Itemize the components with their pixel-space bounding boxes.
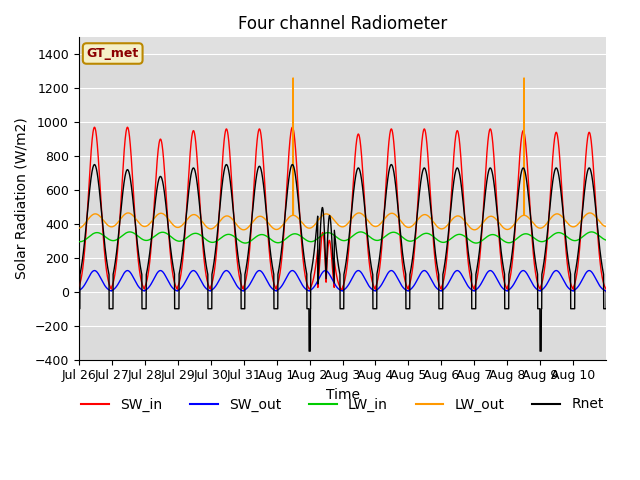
Line: Rnet: Rnet xyxy=(79,165,606,351)
LW_in xyxy=(602,237,610,243)
SW_out xyxy=(457,270,465,276)
LW_in xyxy=(410,237,418,243)
SW_in xyxy=(602,289,610,295)
LW_in xyxy=(241,240,249,246)
LW_in xyxy=(75,239,83,244)
Rnet xyxy=(75,306,83,312)
SW_out xyxy=(602,289,610,295)
Bar xyxy=(79,258,606,292)
LW_in xyxy=(183,235,191,240)
Line: SW_out: SW_out xyxy=(79,271,606,292)
LW_in xyxy=(457,231,465,237)
LW_out xyxy=(289,75,297,81)
Rnet xyxy=(457,178,465,184)
LW_out xyxy=(490,215,498,220)
SW_in xyxy=(596,264,604,269)
LW_out xyxy=(597,220,605,226)
SW_out xyxy=(183,276,191,282)
Rnet xyxy=(490,183,498,189)
SW_out xyxy=(522,269,530,275)
SW_in xyxy=(490,158,498,164)
SW_out xyxy=(75,288,83,293)
Line: SW_in: SW_in xyxy=(79,127,606,292)
Text: GT_met: GT_met xyxy=(86,47,139,60)
Legend: SW_in, SW_out, LW_in, LW_out, Rnet: SW_in, SW_out, LW_in, LW_out, Rnet xyxy=(76,392,609,417)
LW_out xyxy=(75,225,83,231)
SW_in xyxy=(457,150,465,156)
LW_in xyxy=(490,232,498,238)
Rnet xyxy=(597,254,605,260)
Y-axis label: Solar Radiation (W/m2): Solar Radiation (W/m2) xyxy=(15,118,29,279)
SW_in xyxy=(522,143,530,148)
SW_out xyxy=(410,283,418,288)
Line: LW_out: LW_out xyxy=(79,78,606,230)
LW_out xyxy=(522,213,530,219)
Rnet xyxy=(602,289,610,295)
LW_in xyxy=(597,234,605,240)
Rnet xyxy=(305,348,313,354)
SW_out xyxy=(596,284,604,290)
Rnet xyxy=(91,162,99,168)
LW_out xyxy=(457,214,465,220)
Line: LW_in: LW_in xyxy=(79,232,606,243)
Bar xyxy=(79,190,606,224)
LW_out xyxy=(240,227,248,233)
SW_out xyxy=(91,268,99,274)
Bar xyxy=(79,122,606,156)
Bar xyxy=(79,54,606,88)
LW_in xyxy=(522,231,530,237)
LW_out xyxy=(410,221,418,227)
Rnet xyxy=(522,174,530,180)
LW_in xyxy=(126,229,134,235)
SW_in xyxy=(75,284,83,290)
SW_out xyxy=(490,271,498,277)
LW_out xyxy=(183,217,191,223)
Title: Four channel Radiometer: Four channel Radiometer xyxy=(238,15,447,33)
X-axis label: Time: Time xyxy=(326,388,360,402)
Rnet xyxy=(410,242,418,248)
SW_in xyxy=(91,124,99,130)
Bar xyxy=(79,326,606,360)
SW_in xyxy=(183,202,191,207)
Rnet xyxy=(183,206,191,212)
LW_out xyxy=(602,224,610,229)
SW_in xyxy=(410,252,418,258)
